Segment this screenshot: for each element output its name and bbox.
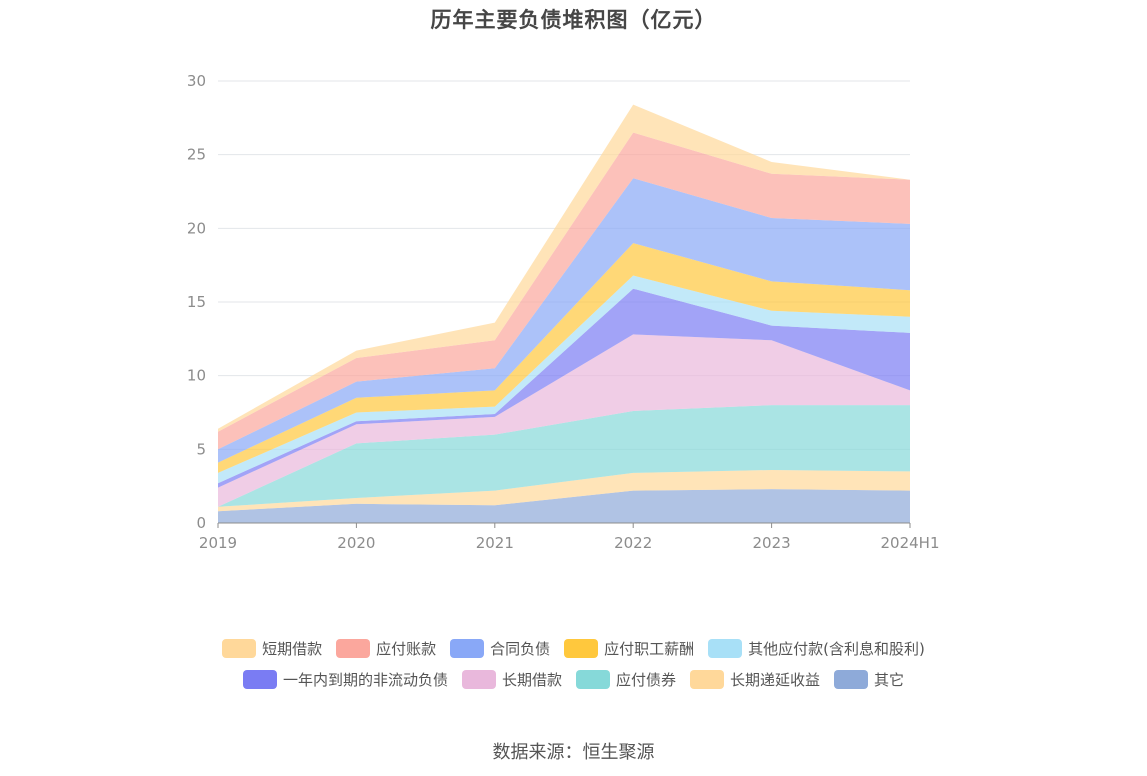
legend: 短期借款 应付账款 合同负债 应付职工薪酬 其他应付款(含利息和股利) 一年内到期的非流动… <box>0 638 1147 700</box>
area-series-长期借款 <box>218 334 910 507</box>
legend-swatch <box>575 670 610 689</box>
y-tick-label-5: 5 <box>196 440 206 458</box>
y-axis-ticks: 0 5 10 15 20 25 30 <box>187 72 206 532</box>
legend-swatch <box>461 670 496 689</box>
x-tick-label-2020: 2020 <box>337 534 375 552</box>
area-series-一年内到期的非流动负债 <box>218 288 910 488</box>
x-tick-label-2024H1: 2024H1 <box>881 534 940 552</box>
legend-swatch <box>450 639 485 658</box>
legend-item-短期借款[interactable]: 短期借款 <box>222 638 322 659</box>
legend-swatch <box>834 670 869 689</box>
y-tick-label-0: 0 <box>196 514 206 532</box>
legend-item-长期递延收益[interactable]: 长期递延收益 <box>690 669 820 690</box>
legend-label: 应付职工薪酬 <box>604 640 695 658</box>
area-series-应付债券 <box>218 405 910 507</box>
legend-item-合同负债[interactable]: 合同负债 <box>450 638 550 659</box>
legend-swatch <box>564 639 599 658</box>
legend-item-其他应付款-含利息和股利[interactable]: 其他应付款(含利息和股利) <box>708 638 925 659</box>
legend-label: 其它 <box>874 671 905 689</box>
y-tick-label-30: 30 <box>187 72 206 90</box>
x-tick-label-2021: 2021 <box>476 534 514 552</box>
chart-title: 历年主要负债堆积图（亿元） <box>430 8 717 32</box>
y-tick-label-25: 25 <box>187 146 206 164</box>
legend-item-其它[interactable]: 其它 <box>834 669 904 690</box>
legend-label: 合同负债 <box>490 640 551 658</box>
y-tick-label-15: 15 <box>187 293 206 311</box>
area-series-长期递延收益 <box>218 470 910 512</box>
legend-label: 一年内到期的非流动负债 <box>282 671 448 689</box>
legend-item-应付职工薪酬[interactable]: 应付职工薪酬 <box>564 638 694 659</box>
legend-label: 应付债券 <box>615 671 676 689</box>
legend-label: 应付账款 <box>376 640 437 658</box>
x-tick-label-2023: 2023 <box>753 534 791 552</box>
legend-item-应付账款[interactable]: 应付账款 <box>336 638 436 659</box>
legend-label: 长期借款 <box>501 671 562 689</box>
legend-swatch <box>336 639 371 658</box>
y-tick-label-20: 20 <box>187 219 206 237</box>
legend-item-应付债券[interactable]: 应付债券 <box>575 669 676 690</box>
area-series-其它 <box>218 489 910 523</box>
data-source: 数据来源：恒生聚源 <box>492 742 655 763</box>
legend-swatch <box>242 670 277 689</box>
area-series-应付账款 <box>218 132 910 450</box>
legend-item-一年内到期的非流动负债[interactable]: 一年内到期的非流动负债 <box>242 669 448 690</box>
legend-row-2: 一年内到期的非流动负债 长期借款 应付债券 长期递延收益 其它 <box>0 669 1147 690</box>
x-tick-label-2022: 2022 <box>614 534 652 552</box>
chart-plot: 0 5 10 15 20 25 30 2019 2020 2021 2022 2023 2024H1 <box>187 72 940 552</box>
legend-swatch <box>222 639 257 658</box>
legend-label: 其他应付款(含利息和股利) <box>748 640 925 658</box>
legend-item-长期借款[interactable]: 长期借款 <box>461 669 562 690</box>
area-series-合同负债 <box>218 178 910 463</box>
area-series-应付职工薪酬 <box>218 243 910 473</box>
x-tick-label-2019: 2019 <box>199 534 237 552</box>
legend-label: 长期递延收益 <box>730 671 821 689</box>
x-axis-ticks: 2019 2020 2021 2022 2023 2024H1 <box>199 523 940 552</box>
legend-row-1: 短期借款 应付账款 合同负债 应付职工薪酬 其他应付款(含利息和股利) <box>0 638 1147 659</box>
legend-label: 短期借款 <box>262 640 323 658</box>
area-series-短期借款 <box>218 104 910 432</box>
y-tick-label-10: 10 <box>187 367 206 385</box>
area-series <box>218 104 910 523</box>
legend-swatch <box>690 670 724 689</box>
legend-swatch <box>708 639 743 658</box>
